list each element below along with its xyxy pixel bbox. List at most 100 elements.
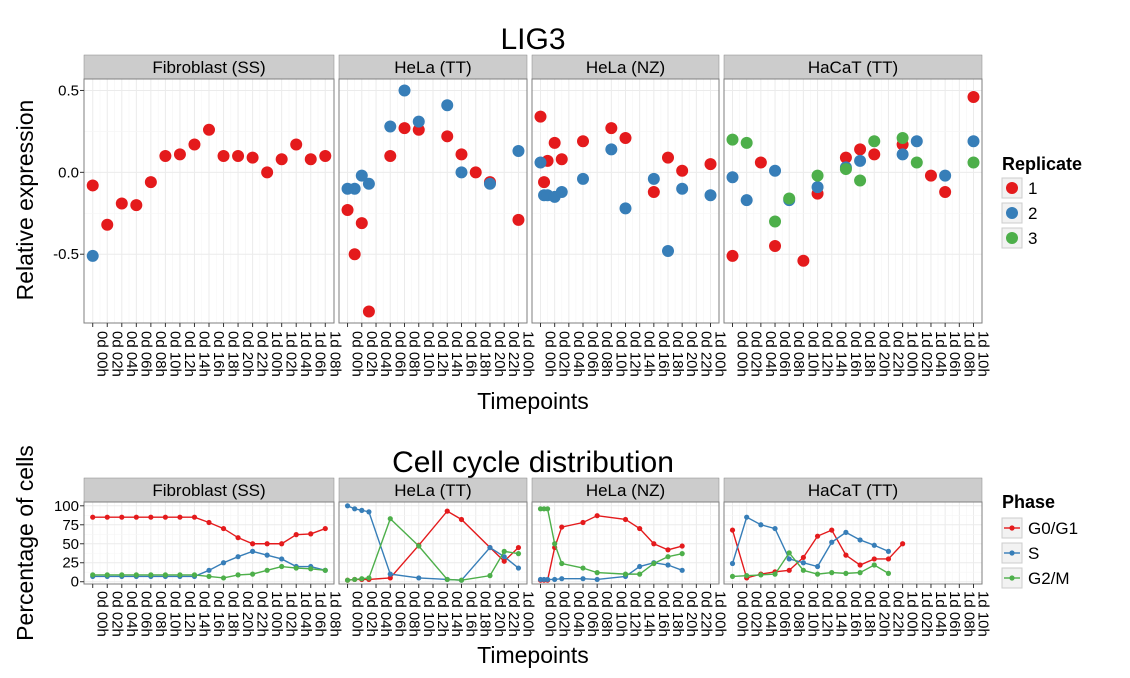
data-point xyxy=(250,571,256,577)
data-point xyxy=(416,575,422,581)
replicate-point xyxy=(384,120,397,133)
replicate-point xyxy=(362,305,375,318)
replicate-point xyxy=(868,148,881,161)
data-point xyxy=(744,573,750,579)
data-point xyxy=(580,565,586,571)
x-tick-label: 0d 20h xyxy=(491,331,508,377)
strip-background xyxy=(338,477,528,503)
legend-label: G0/G1 xyxy=(1028,519,1078,538)
x-tick-label: 0d 00h xyxy=(349,591,366,637)
x-tick-label: 0d 20h xyxy=(239,331,256,377)
x-tick-label: 0d 18h xyxy=(225,331,242,377)
x-tick-label: 0d 12h xyxy=(434,591,451,637)
data-point xyxy=(235,572,241,578)
replicate-point xyxy=(455,166,468,179)
replicate-point xyxy=(769,164,782,177)
x-tick-label: 0d 04h xyxy=(762,331,779,377)
data-point xyxy=(594,570,600,576)
replicate-point xyxy=(924,169,937,182)
data-point xyxy=(559,576,565,582)
chart-1-legend: Replicate 1 2 3 xyxy=(1001,154,1082,249)
legend-label: 3 xyxy=(1028,229,1037,248)
data-point xyxy=(279,556,285,562)
legend-label: 2 xyxy=(1028,204,1037,223)
replicate-point xyxy=(910,135,923,148)
data-point xyxy=(501,548,507,554)
x-tick-label: 0d 08h xyxy=(598,331,615,377)
x-tick-label: 0d 04h xyxy=(570,331,587,377)
legend-label: G2/M xyxy=(1028,569,1070,588)
legend-symbol xyxy=(1006,207,1018,219)
data-point xyxy=(786,550,792,556)
x-tick-label: 0d 06h xyxy=(776,591,793,637)
data-point xyxy=(279,541,285,547)
data-point xyxy=(744,514,750,520)
data-point xyxy=(857,570,863,576)
replicate-point xyxy=(348,248,361,261)
x-tick-label: 1d 06h xyxy=(312,331,329,377)
x-tick-label: 1d 06h xyxy=(946,591,963,637)
x-tick-label: 0d 08h xyxy=(152,591,169,637)
replicate-point xyxy=(469,166,482,179)
replicate-point xyxy=(384,149,397,162)
replicate-point xyxy=(534,110,547,123)
replicate-point xyxy=(740,136,753,149)
data-point xyxy=(162,514,168,520)
x-tick-label: 0d 20h xyxy=(875,591,892,637)
x-tick-label: 0d 02h xyxy=(748,591,765,637)
data-point xyxy=(679,543,685,549)
x-tick-label: 0d 22h xyxy=(697,331,714,377)
x-tick-label: 1d 04h xyxy=(297,331,314,377)
data-point xyxy=(885,556,892,562)
strip-label: HeLa (NZ) xyxy=(586,58,665,77)
y-tick-label: -0.5 xyxy=(53,246,79,263)
data-point xyxy=(359,576,365,582)
replicate-point xyxy=(290,138,303,151)
x-tick-label: 0d 06h xyxy=(137,331,154,377)
x-tick-label: 1d 10h xyxy=(974,331,991,377)
y-tick-label: 0.0 xyxy=(58,164,79,181)
data-point xyxy=(308,531,314,537)
replicate-point xyxy=(769,215,782,228)
data-point xyxy=(220,575,227,581)
x-tick-label: 0d 12h xyxy=(181,331,198,377)
replicate-point xyxy=(896,148,909,161)
replicate-point xyxy=(355,169,368,182)
replicate-point xyxy=(577,135,589,148)
x-tick-label: 0d 08h xyxy=(406,331,423,377)
replicate-point xyxy=(662,151,674,164)
x-tick-label: 0d 18h xyxy=(477,331,494,377)
x-tick-label: 1d 06h xyxy=(946,331,963,377)
data-point xyxy=(857,537,863,543)
replicate-point xyxy=(455,148,468,161)
x-tick-label: 0d 20h xyxy=(239,591,256,637)
replicate-point xyxy=(726,133,739,146)
replicate-point xyxy=(726,249,739,262)
strip-background xyxy=(531,477,720,503)
replicate-point xyxy=(769,240,782,253)
replicate-point xyxy=(232,149,245,162)
data-point xyxy=(665,554,671,560)
chart-1-ylabel: Relative expression xyxy=(12,100,38,301)
replicate-point xyxy=(483,177,496,190)
x-tick-label: 1d 00h xyxy=(519,331,536,377)
replicate-point xyxy=(159,149,172,162)
x-tick-label: 1d 00h xyxy=(712,331,729,377)
data-point xyxy=(544,506,551,512)
data-point xyxy=(559,524,565,530)
replicate-point xyxy=(144,176,157,189)
replicate-point xyxy=(548,136,561,149)
data-point xyxy=(458,577,465,583)
x-tick-label: 0d 12h xyxy=(627,331,644,377)
x-tick-label: 0d 10h xyxy=(804,331,821,377)
replicate-point xyxy=(662,244,674,257)
data-point xyxy=(293,565,299,571)
x-tick-label: 0d 10h xyxy=(420,591,437,637)
data-point xyxy=(786,556,792,562)
replicate-point xyxy=(726,171,739,184)
data-point xyxy=(665,562,671,568)
strip-label: HeLa (TT) xyxy=(394,58,471,77)
strip-label: Fibroblast (SS) xyxy=(152,58,265,77)
